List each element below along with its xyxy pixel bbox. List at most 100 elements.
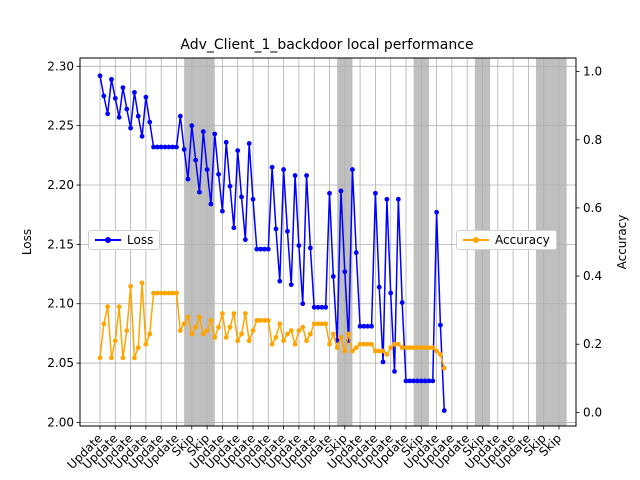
accuracy-point-70 bbox=[365, 341, 371, 347]
legend-accuracy-label: Accuracy bbox=[495, 233, 550, 247]
loss-point-27 bbox=[200, 129, 206, 135]
accuracy-point-6 bbox=[120, 355, 126, 361]
accuracy-point-23 bbox=[185, 314, 191, 320]
accuracy-point-33 bbox=[223, 335, 229, 340]
legend-loss: Loss bbox=[88, 230, 161, 250]
accuracy-point-15 bbox=[154, 290, 160, 296]
accuracy-point-37 bbox=[239, 331, 244, 337]
accuracy-point-22 bbox=[181, 321, 187, 327]
loss-point-58 bbox=[319, 304, 325, 310]
accuracy-point-24 bbox=[189, 331, 195, 337]
loss-point-44 bbox=[265, 246, 271, 252]
loss-point-46 bbox=[273, 226, 279, 232]
accuracy-point-84 bbox=[418, 345, 424, 351]
loss-point-4 bbox=[112, 95, 118, 101]
accuracy-point-26 bbox=[197, 314, 202, 320]
loss-point-2 bbox=[105, 111, 111, 117]
loss-point-19 bbox=[170, 144, 176, 150]
accuracy-point-86 bbox=[426, 345, 432, 351]
loss-point-53 bbox=[300, 301, 306, 307]
accuracy-point-36 bbox=[235, 338, 241, 344]
accuracy-point-0 bbox=[97, 355, 103, 361]
series-loss bbox=[97, 73, 447, 413]
accuracy-point-73 bbox=[376, 348, 382, 354]
series-accuracy bbox=[97, 280, 447, 371]
accuracy-point-52 bbox=[296, 328, 302, 333]
accuracy-point-53 bbox=[300, 324, 306, 330]
accuracy-point-21 bbox=[177, 328, 183, 333]
loss-point-70 bbox=[365, 323, 371, 329]
accuracy-point-61 bbox=[330, 331, 336, 337]
loss-point-17 bbox=[162, 144, 168, 150]
accuracy-point-42 bbox=[258, 317, 264, 323]
loss-point-54 bbox=[304, 173, 309, 178]
accuracy-point-79 bbox=[399, 345, 405, 351]
loss-point-33 bbox=[223, 139, 229, 145]
skip-region-0 bbox=[184, 58, 215, 426]
y-tick-label-6: 2.30 bbox=[47, 59, 74, 73]
loss-point-80 bbox=[403, 378, 409, 384]
loss-point-22 bbox=[181, 147, 187, 152]
loss-point-35 bbox=[231, 225, 237, 231]
accuracy-point-57 bbox=[315, 321, 321, 327]
accuracy-point-55 bbox=[307, 331, 313, 337]
loss-point-77 bbox=[392, 368, 397, 374]
plot-frame bbox=[79, 57, 577, 427]
accuracy-point-89 bbox=[438, 352, 443, 357]
legend-accuracy-marker bbox=[463, 234, 489, 246]
accuracy-point-32 bbox=[220, 311, 225, 316]
accuracy-point-16 bbox=[158, 290, 164, 296]
y2-tick-label-4: 0.8 bbox=[583, 133, 602, 147]
accuracy-point-30 bbox=[212, 335, 218, 340]
accuracy-point-63 bbox=[338, 335, 344, 340]
accuracy-point-10 bbox=[135, 345, 141, 351]
accuracy-point-90 bbox=[441, 365, 447, 371]
accuracy-point-72 bbox=[373, 348, 378, 354]
loss-point-26 bbox=[197, 189, 202, 195]
loss-point-47 bbox=[277, 278, 283, 284]
accuracy-point-4 bbox=[112, 338, 118, 344]
accuracy-point-58 bbox=[319, 321, 325, 327]
accuracy-point-44 bbox=[265, 317, 271, 323]
loss-point-69 bbox=[361, 323, 367, 329]
loss-point-56 bbox=[311, 304, 317, 310]
loss-point-38 bbox=[242, 237, 248, 243]
accuracy-point-1 bbox=[101, 321, 107, 327]
chart-title: Adv_Client_1_backdoor local performance bbox=[180, 37, 473, 53]
accuracy-point-49 bbox=[285, 331, 290, 337]
accuracy-point-2 bbox=[105, 304, 111, 310]
y-tick-label-4: 2.20 bbox=[47, 178, 74, 192]
loss-point-82 bbox=[411, 378, 417, 384]
y2-tick-label-5: 1.0 bbox=[583, 65, 602, 79]
accuracy-point-34 bbox=[227, 324, 233, 330]
accuracy-point-65 bbox=[346, 331, 352, 337]
loss-point-24 bbox=[189, 123, 195, 129]
accuracy-point-14 bbox=[151, 290, 156, 296]
accuracy-point-7 bbox=[124, 328, 130, 333]
loss-point-86 bbox=[426, 378, 432, 384]
accuracy-point-28 bbox=[204, 328, 210, 333]
loss-point-60 bbox=[327, 190, 332, 196]
accuracy-point-8 bbox=[128, 283, 134, 289]
accuracy-point-62 bbox=[334, 345, 340, 351]
accuracy-point-17 bbox=[162, 290, 168, 296]
loss-point-63 bbox=[338, 188, 344, 194]
loss-point-12 bbox=[143, 94, 149, 100]
loss-point-52 bbox=[296, 243, 302, 248]
accuracy-point-19 bbox=[170, 290, 176, 296]
accuracy-point-71 bbox=[369, 341, 374, 347]
accuracy-point-56 bbox=[311, 321, 317, 327]
accuracy-point-40 bbox=[250, 328, 256, 333]
loss-point-18 bbox=[166, 144, 172, 150]
loss-point-3 bbox=[109, 76, 114, 82]
accuracy-point-5 bbox=[116, 304, 122, 310]
loss-point-6 bbox=[120, 85, 126, 91]
accuracy-point-41 bbox=[254, 317, 260, 323]
accuracy-point-18 bbox=[166, 290, 172, 296]
accuracy-point-83 bbox=[415, 345, 420, 351]
loss-point-20 bbox=[174, 144, 179, 150]
y2-tick-label-0: 0.0 bbox=[583, 405, 602, 419]
loss-point-48 bbox=[281, 167, 286, 172]
loss-point-25 bbox=[193, 157, 199, 163]
loss-point-72 bbox=[373, 190, 378, 196]
